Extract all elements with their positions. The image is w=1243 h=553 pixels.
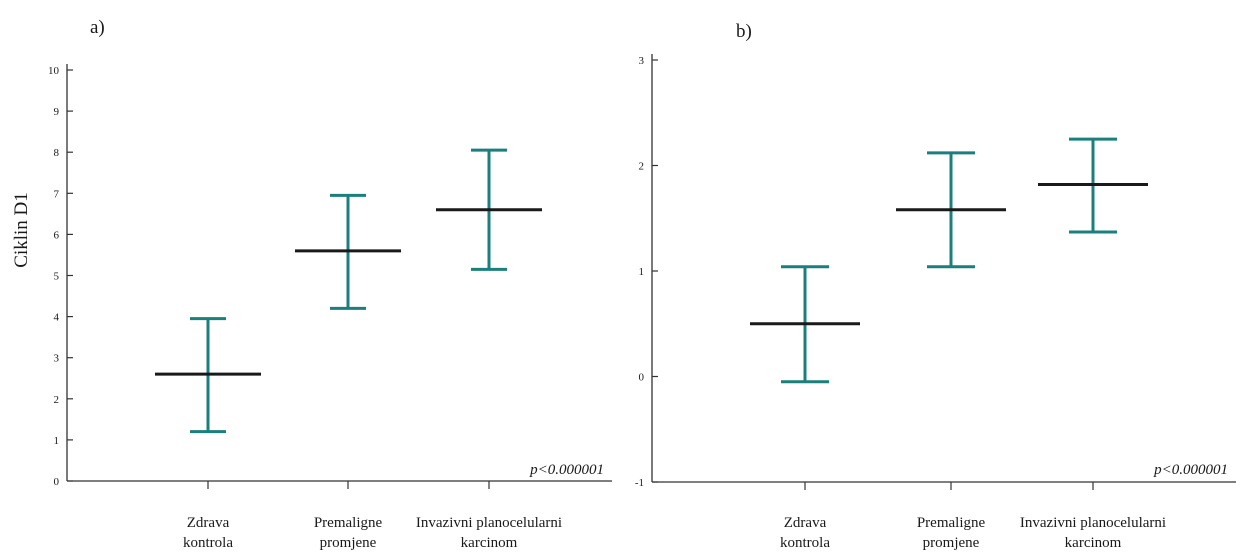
x-category-label: kontrola [183, 535, 233, 551]
y-tick-label: 1 [639, 266, 645, 278]
errorbar-group [1038, 137, 1148, 234]
y-tick-label: 7 [54, 188, 60, 200]
panel-label: a) [90, 17, 105, 38]
y-tick-label: 3 [639, 55, 645, 67]
x-category-label: promjene [923, 535, 980, 551]
y-tick-label: 2 [54, 394, 60, 406]
errorbar-group [750, 265, 860, 384]
x-category-label: promjene [320, 535, 377, 551]
errorbar-group [896, 151, 1006, 269]
y-tick-label: 0 [639, 372, 645, 384]
y-tick-label: -1 [635, 477, 644, 489]
y-tick-label: 2 [639, 161, 645, 173]
x-category-label: Premaligne [917, 515, 986, 531]
y-axis-label: Ciklin D1 [11, 192, 32, 267]
errorbar-group [155, 317, 261, 434]
panel-b: -1 0 1 2 3 Zdrava kontrola Premaligne promjene In… [635, 21, 1236, 551]
y-tick-label: 10 [48, 65, 60, 77]
x-category-label: karcinom [1065, 535, 1122, 551]
errorbar-group [436, 148, 542, 271]
x-category-label: Zdrava [784, 515, 827, 531]
y-tick-label: 9 [54, 106, 60, 118]
y-tick-label: 8 [54, 147, 60, 159]
x-category-label: kontrola [780, 535, 830, 551]
x-category-label: karcinom [461, 535, 518, 551]
x-category-label: Invazivni planocelularni [1020, 515, 1166, 531]
panel-label: b) [736, 21, 752, 42]
x-category-label: Zdrava [187, 515, 230, 531]
y-tick-label: 6 [54, 229, 60, 241]
x-category-label: Premaligne [314, 515, 383, 531]
y-tick-label: 0 [54, 476, 60, 488]
y-tick-label: 4 [54, 312, 60, 324]
errorbar-group [295, 193, 401, 310]
panel-a: 0 1 2 3 4 5 6 7 8 9 10 Zdrava kontrola Premaligne prom… [11, 17, 612, 551]
p-value-annotation: p<0.000001 [529, 462, 604, 478]
y-tick-label: 1 [54, 435, 60, 447]
x-category-label: Invazivni planocelularni [416, 515, 562, 531]
p-value-annotation: p<0.000001 [1153, 462, 1228, 478]
y-tick-label: 5 [54, 271, 60, 283]
y-tick-label: 3 [54, 353, 60, 365]
